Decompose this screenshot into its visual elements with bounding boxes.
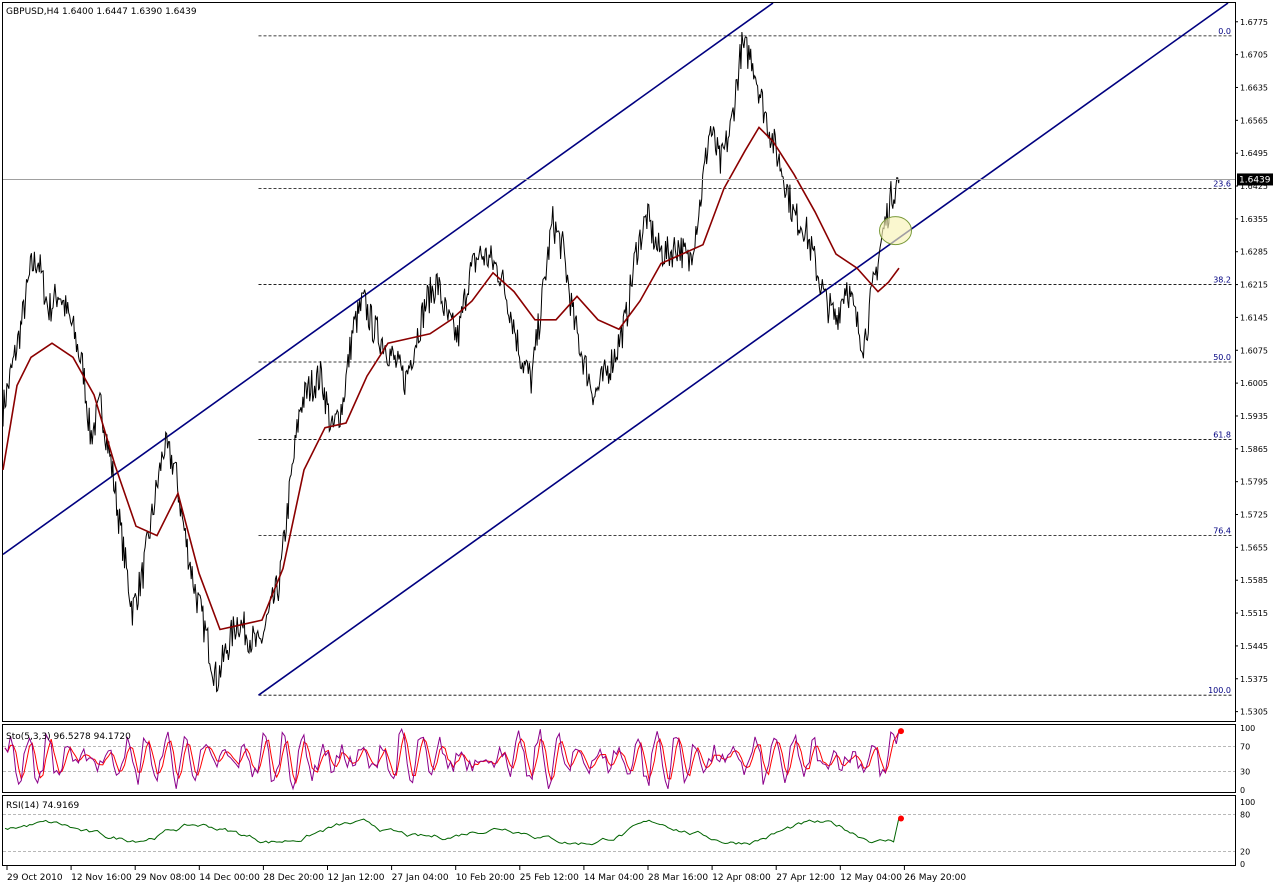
stoch-level-label-2: 30 — [1240, 767, 1250, 776]
y-tick-label-0: 1.6775 — [1240, 18, 1268, 27]
y-tick-label-4: 1.6495 — [1240, 149, 1268, 158]
stoch-main-line — [4, 727, 900, 791]
x-tick-label-0: 29 Oct 2010 — [7, 873, 63, 883]
x-tick-label-8: 25 Feb 12:00 — [520, 873, 579, 883]
y-tick-label-6: 1.6355 — [1240, 215, 1268, 224]
trend-channel — [3, 3, 1229, 696]
y-tick-label-10: 1.6075 — [1240, 346, 1268, 355]
x-tick-label-5: 12 Jan 12:00 — [328, 873, 385, 883]
y-tick-label-9: 1.6145 — [1240, 313, 1268, 322]
fibonacci-levels: 0.0 23.6 38.2 50.0 61.8 76.4 100.0 — [258, 27, 1233, 696]
fib-label-3: 50.0 — [1213, 353, 1231, 362]
y-tick-label-21: 1.5305 — [1240, 708, 1268, 717]
rsi-axis-label-3: 0 — [1240, 860, 1245, 869]
price-axis: 1.6775 1.6705 1.6635 1.6565 1.6495 1.6425 1.63… — [1235, 18, 1268, 717]
rsi-axis-label-1: 80 — [1240, 810, 1250, 819]
y-tick-label-11: 1.6005 — [1240, 379, 1268, 388]
price-tag: 1.6439 — [1239, 175, 1271, 185]
x-tick-label-4: 28 Dec 20:00 — [263, 873, 324, 883]
highlight-circle — [879, 216, 912, 246]
moving-average-line — [2, 126, 900, 631]
rsi-last-marker — [898, 815, 904, 822]
highlight-ellipse — [879, 216, 912, 246]
y-tick-label-7: 1.6285 — [1240, 248, 1268, 257]
x-tick-label-2: 29 Nov 08:00 — [135, 873, 196, 883]
y-tick-label-18: 1.5515 — [1240, 609, 1268, 618]
stochastic-label: Sto(5,3,3) 96.5278 94.1720 — [6, 732, 131, 742]
fib-label-5: 76.4 — [1213, 527, 1231, 536]
y-tick-label-20: 1.5375 — [1240, 675, 1268, 684]
fib-label-6: 100.0 — [1208, 686, 1231, 695]
price-tag-box — [1237, 173, 1273, 186]
rsi-label: RSI(14) 74.9169 — [6, 801, 79, 811]
y-tick-label-2: 1.6635 — [1240, 83, 1268, 92]
stoch-level-label-3: 0 — [1240, 786, 1245, 795]
x-tick-label-7: 10 Feb 20:00 — [456, 873, 515, 883]
x-tick-label-6: 27 Jan 04:00 — [392, 873, 449, 883]
x-tick-label-14: 26 May 20:00 — [904, 873, 966, 883]
x-tick-label-10: 28 Mar 16:00 — [648, 873, 708, 883]
x-tick-label-1: 12 Nov 16:00 — [71, 873, 132, 883]
rsi-indicator: 100 80 20 0 — [3, 798, 1255, 869]
rsi-panel-frame — [2, 795, 1236, 866]
fib-label-2: 38.2 — [1213, 276, 1231, 285]
y-tick-label-1: 1.6705 — [1240, 51, 1268, 60]
rsi-axis-label-0: 100 — [1240, 798, 1255, 807]
y-tick-label-8: 1.6215 — [1240, 281, 1268, 290]
fib-label-1: 23.6 — [1213, 179, 1231, 188]
stoch-signal-line — [4, 731, 900, 785]
fib-label-4: 61.8 — [1213, 430, 1231, 439]
channel-line-0 — [3, 3, 774, 556]
x-tick-label-11: 12 Apr 08:00 — [712, 873, 771, 883]
y-tick-label-15: 1.5725 — [1240, 511, 1268, 520]
stoch-last-marker — [898, 728, 904, 735]
moving-average-series — [2, 126, 900, 631]
time-axis: 29 Oct 2010 12 Nov 16:00 29 Nov 08:00 14 De… — [6, 866, 966, 883]
y-tick-label-12: 1.5935 — [1240, 412, 1268, 421]
y-tick-label-17: 1.5585 — [1240, 576, 1268, 585]
rsi-line — [4, 817, 900, 846]
x-tick-label-13: 12 May 04:00 — [840, 873, 902, 883]
x-tick-label-9: 14 Mar 04:00 — [584, 873, 644, 883]
price-series — [2, 31, 900, 693]
y-tick-label-3: 1.6565 — [1240, 116, 1268, 125]
stoch-level-label-1: 70 — [1240, 743, 1250, 752]
stoch-level-label-0: 100 — [1240, 724, 1255, 733]
rsi-axis-label-2: 20 — [1240, 848, 1250, 857]
y-tick-label-16: 1.5655 — [1240, 543, 1268, 552]
x-tick-label-3: 14 Dec 00:00 — [199, 873, 260, 883]
fib-label-0: 0.0 — [1218, 27, 1231, 36]
chart-header: GBPUSD,H4 1.6400 1.6447 1.6390 1.6439 — [6, 7, 197, 17]
y-tick-label-5: 1.6425 — [1240, 182, 1268, 191]
stoch-panel-frame — [2, 724, 1236, 793]
x-tick-label-12: 27 Apr 12:00 — [776, 873, 835, 883]
channel-line-1 — [258, 3, 1229, 696]
y-tick-label-19: 1.5445 — [1240, 642, 1268, 651]
stochastic-indicator: 100 70 30 0 — [3, 724, 1255, 795]
y-tick-label-14: 1.5795 — [1240, 478, 1268, 487]
price-line — [2, 31, 900, 693]
y-tick-label-13: 1.5865 — [1240, 445, 1268, 454]
